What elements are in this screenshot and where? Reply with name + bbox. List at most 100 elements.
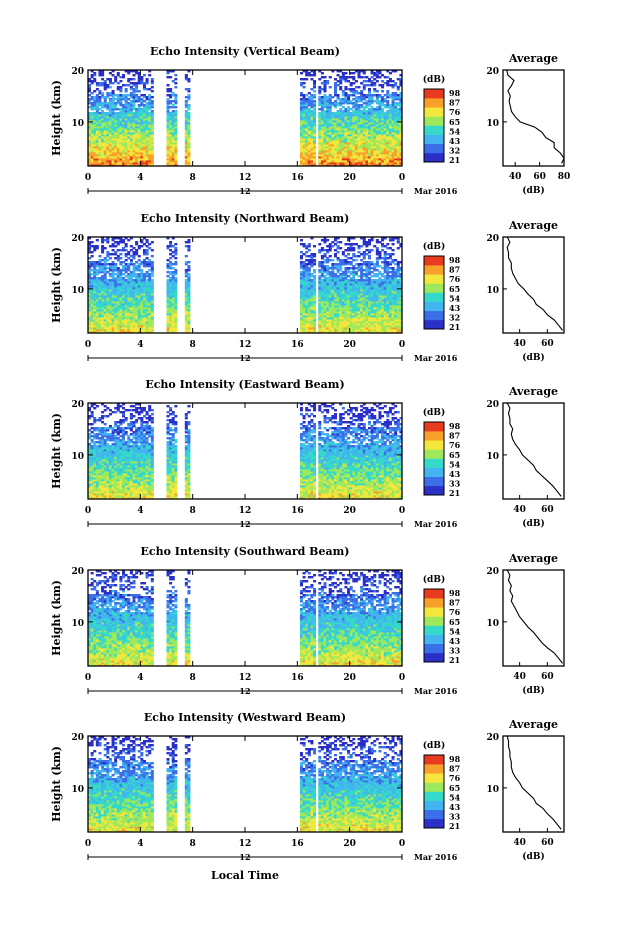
colorbar-swatch	[424, 422, 444, 424]
colorbar-frame	[423, 421, 445, 496]
colorbar-swatch	[424, 492, 444, 495]
xtick-label: 8	[190, 673, 196, 683]
colorbar-swatch	[424, 437, 444, 440]
profile-xtick-label: 60	[541, 339, 554, 349]
colorbar-swatch	[424, 435, 444, 438]
colorbar-label: 98	[449, 255, 461, 265]
colorbar-swatch	[424, 612, 444, 615]
colorbar-label: 98	[449, 421, 461, 431]
profile-xlabel: (dB)	[522, 518, 544, 529]
colorbar-label: 54	[449, 792, 461, 802]
colorbar-swatch	[424, 291, 444, 293]
xtick-label: 8	[190, 173, 196, 183]
xtick-label: 8	[190, 506, 196, 516]
colorbar-swatch	[424, 625, 444, 627]
colorbar-swatch	[424, 428, 444, 431]
xtick-label: 12	[239, 340, 252, 350]
xtick-label: 16	[291, 673, 304, 683]
profile-ytick-label: 20	[486, 67, 499, 77]
colorbar-label: 76	[449, 607, 461, 617]
colorbar-swatch	[424, 128, 444, 131]
colorbar-swatch	[424, 292, 444, 294]
colorbar-swatch	[424, 106, 444, 108]
colorbar-swatch	[424, 101, 444, 103]
colorbar-swatch	[424, 606, 444, 608]
colorbar-swatch	[424, 824, 444, 827]
profile-ytick-label: 20	[486, 733, 499, 743]
colorbar-swatch	[424, 261, 444, 264]
colorbar-swatch	[424, 286, 444, 289]
ytick-label: 10	[71, 619, 84, 629]
colorbar-swatch	[424, 607, 444, 609]
colorbar-swatch	[424, 651, 444, 654]
profile-xtick-label: 60	[541, 505, 554, 515]
colorbar-swatch	[424, 813, 444, 815]
colorbar-label: 43	[449, 136, 461, 146]
profile-line	[506, 236, 564, 331]
colorbar-label: 76	[449, 440, 461, 450]
colorbar-swatch	[424, 316, 444, 318]
colorbar-swatch	[424, 313, 444, 315]
profile-ytick-label: 20	[486, 400, 499, 410]
colorbar-swatch	[424, 825, 444, 828]
colorbar-swatch	[424, 773, 444, 775]
colorbar-label: 87	[449, 598, 460, 608]
colorbar-swatch	[424, 115, 444, 117]
colorbar-swatch	[424, 776, 444, 779]
colorbar-label: 54	[449, 459, 461, 469]
colorbar-swatch	[424, 146, 444, 148]
colorbar-label: 21	[449, 322, 460, 332]
colorbar-swatch	[424, 591, 444, 593]
ytick-label: 20	[71, 733, 84, 743]
profile-xtick-label: 60	[541, 672, 554, 682]
colorbar-swatch	[424, 445, 444, 448]
panel-4: Echo Intensity (Southward Beam) 10 20 Heigh…	[50, 545, 565, 696]
profile-ytick-label: 10	[486, 619, 499, 629]
colorbar-swatch	[424, 617, 444, 619]
colorbar-swatch	[424, 647, 444, 649]
colorbar-swatch	[424, 640, 444, 642]
colorbar-swatch	[424, 772, 444, 774]
colorbar-frame	[423, 754, 445, 829]
colorbar-swatch	[424, 766, 444, 768]
colorbar-swatch	[424, 159, 444, 162]
colorbar-swatch	[424, 98, 444, 100]
colorbar-swatch	[424, 782, 444, 784]
colorbar-label: 87	[449, 98, 460, 108]
colorbar-swatch	[424, 783, 444, 785]
colorbar-swatch	[424, 453, 444, 456]
colorbar-swatch	[424, 278, 444, 281]
colorbar-swatch	[424, 590, 444, 592]
xtick-label: 8	[190, 340, 196, 350]
xtick-label: 16	[291, 839, 304, 849]
colorbar-swatch	[424, 112, 444, 115]
colorbar-label: 54	[449, 126, 461, 136]
colorbar-swatch	[424, 652, 444, 655]
colorbar-swatch	[424, 285, 444, 288]
colorbar-swatch	[424, 310, 444, 313]
profile-frame	[502, 69, 565, 167]
colorbar-swatch	[424, 151, 444, 154]
colorbar-swatch	[424, 136, 444, 139]
colorbar-swatch	[424, 326, 444, 329]
colorbar-label: 98	[449, 754, 461, 764]
colorbar-label: 43	[449, 636, 461, 646]
colorbar-swatch	[424, 434, 444, 436]
profile-frame	[502, 735, 565, 833]
colorbar-swatch	[424, 325, 444, 328]
colorbar-swatch	[424, 602, 444, 605]
profile-xlabel: (dB)	[522, 851, 544, 862]
colorbar-swatch	[424, 618, 444, 621]
date-label: Mar 2016	[414, 686, 458, 696]
xtick-label: 0	[399, 173, 405, 183]
colorbar-swatch	[424, 110, 444, 113]
date-label: Mar 2016	[414, 519, 458, 529]
y-axis-label: Height (km)	[50, 80, 63, 156]
colorbar-swatch	[424, 134, 444, 137]
colorbar-swatch	[424, 628, 444, 631]
colorbar-swatch	[424, 761, 444, 764]
colorbar-swatch	[424, 488, 444, 490]
xtick-label: 4	[137, 506, 143, 516]
colorbar-swatch	[424, 644, 444, 647]
colorbar-swatch	[424, 609, 444, 611]
